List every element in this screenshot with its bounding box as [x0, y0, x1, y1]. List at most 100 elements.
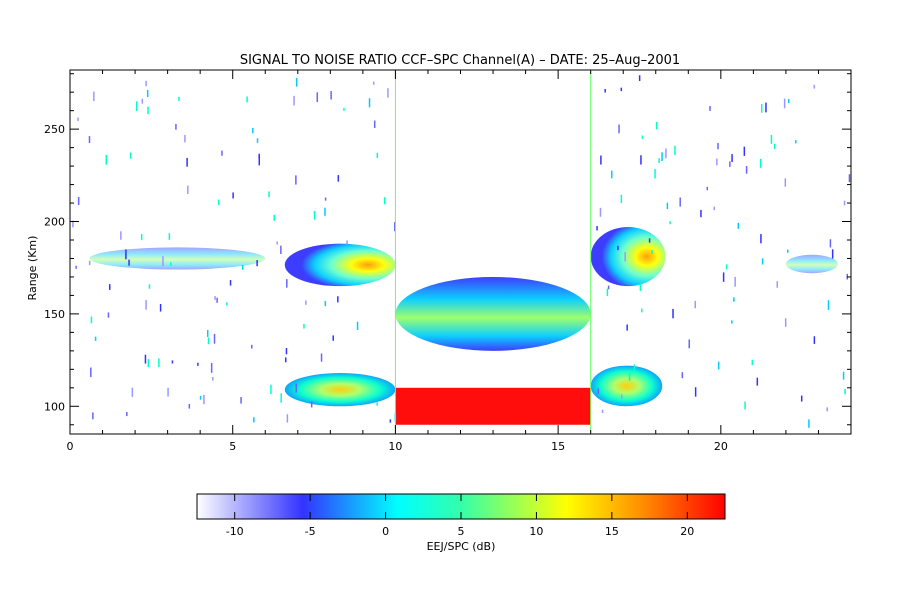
speckle	[786, 249, 789, 253]
speckle	[184, 134, 186, 143]
speckle	[207, 337, 210, 345]
speckle	[72, 220, 74, 228]
speckle	[729, 161, 731, 167]
speckle	[88, 260, 91, 266]
speckle	[212, 377, 214, 381]
speckle	[158, 358, 160, 368]
speckle	[128, 259, 130, 266]
colorbar-ticks: -10 -5 0 5 10 15 20	[226, 494, 694, 538]
region-6	[590, 365, 663, 407]
speckle	[688, 339, 691, 349]
speckle	[229, 280, 232, 286]
speckle	[310, 401, 313, 408]
speckle	[725, 264, 728, 270]
speckle	[658, 158, 660, 163]
y-tick-label: 200	[44, 216, 65, 229]
speckle	[280, 245, 282, 255]
speckle	[773, 143, 776, 150]
speckle	[280, 393, 282, 403]
speckle	[800, 395, 803, 402]
speckle	[759, 158, 762, 168]
speckle	[214, 296, 216, 300]
speckle	[129, 152, 132, 159]
speckle	[343, 107, 345, 111]
speckle	[733, 297, 735, 302]
speckle	[843, 200, 846, 206]
speckle	[717, 361, 720, 370]
speckle	[761, 258, 764, 265]
y-axis-label: Range (Km)	[26, 236, 39, 301]
speckle	[831, 249, 834, 259]
speckle	[389, 419, 392, 423]
colorbar-tick-label: -10	[226, 525, 244, 538]
speckle	[199, 395, 202, 400]
speckle	[293, 95, 295, 106]
speckle	[295, 175, 297, 185]
speckle	[125, 249, 127, 260]
speckle	[842, 371, 845, 380]
speckle	[731, 320, 733, 324]
speckle	[187, 185, 189, 194]
regions-layer	[89, 227, 838, 425]
speckle	[213, 333, 216, 344]
speckle	[276, 241, 278, 245]
speckle	[186, 157, 188, 167]
speckle	[268, 191, 270, 198]
speckle	[131, 387, 134, 397]
speckle	[604, 88, 606, 93]
speckle	[765, 102, 767, 113]
speckle	[88, 136, 91, 144]
speckle	[722, 272, 725, 282]
speckle	[393, 222, 396, 232]
speckle	[600, 155, 602, 165]
speckle	[146, 89, 149, 97]
speckle	[694, 300, 696, 309]
speckle	[270, 384, 272, 395]
speckle	[346, 240, 348, 245]
speckle	[626, 324, 628, 331]
speckle	[639, 283, 642, 291]
speckle	[826, 407, 828, 412]
speckle	[760, 104, 763, 113]
speckle	[709, 105, 711, 111]
speckle	[145, 80, 147, 87]
x-tick-label: 15	[551, 440, 565, 453]
speckle	[303, 323, 305, 329]
speckle	[713, 206, 716, 211]
speckle	[808, 419, 810, 428]
speckle	[368, 98, 371, 108]
speckle	[760, 234, 762, 244]
y-tick-label: 250	[44, 123, 65, 136]
speckle	[324, 207, 326, 216]
speckle	[168, 233, 171, 240]
y-tick-label: 100	[44, 400, 65, 413]
speckle	[706, 186, 709, 191]
speckle	[844, 388, 846, 395]
speckle	[324, 300, 327, 307]
speckle	[94, 336, 97, 341]
speckle	[145, 300, 147, 310]
speckle	[829, 239, 832, 248]
speckle	[246, 96, 248, 103]
speckle	[597, 388, 600, 394]
speckle	[717, 142, 719, 150]
speckle	[784, 318, 787, 327]
colorbar-label: EEJ/SPC (dB)	[427, 540, 496, 553]
speckle	[175, 123, 177, 130]
speckle	[638, 75, 641, 82]
speckle	[633, 364, 636, 372]
speckle	[607, 285, 610, 290]
speckle	[241, 264, 244, 270]
speckle	[141, 98, 144, 104]
x-tick-label: 0	[67, 440, 74, 453]
speckle	[144, 354, 147, 364]
speckle	[356, 321, 359, 330]
speckle	[286, 414, 289, 423]
speckle	[120, 231, 122, 240]
speckle	[648, 238, 651, 243]
speckle	[621, 394, 623, 399]
speckle	[286, 279, 288, 288]
speckle	[628, 372, 631, 382]
speckle	[147, 359, 150, 368]
